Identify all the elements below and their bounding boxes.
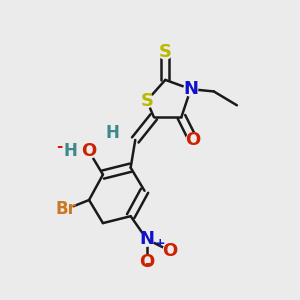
Text: H: H <box>64 142 77 160</box>
Circle shape <box>140 256 154 269</box>
Text: S: S <box>140 92 153 110</box>
Text: O: O <box>162 242 178 260</box>
Circle shape <box>140 94 154 108</box>
Text: O: O <box>81 142 97 160</box>
Text: -: - <box>144 256 150 271</box>
Circle shape <box>59 202 73 216</box>
Circle shape <box>140 232 154 246</box>
Text: S: S <box>159 43 172 61</box>
Text: H: H <box>105 124 119 142</box>
Text: -: - <box>56 140 62 154</box>
Text: N: N <box>183 80 198 98</box>
Circle shape <box>186 133 200 147</box>
Circle shape <box>184 82 198 96</box>
Text: Br: Br <box>56 200 76 218</box>
Circle shape <box>158 45 172 59</box>
Text: +: + <box>154 237 165 250</box>
Text: O: O <box>185 131 201 149</box>
Circle shape <box>82 145 96 158</box>
Text: O: O <box>139 254 154 272</box>
Text: N: N <box>139 230 154 248</box>
Circle shape <box>105 126 119 140</box>
Circle shape <box>163 244 177 258</box>
Circle shape <box>105 126 119 140</box>
